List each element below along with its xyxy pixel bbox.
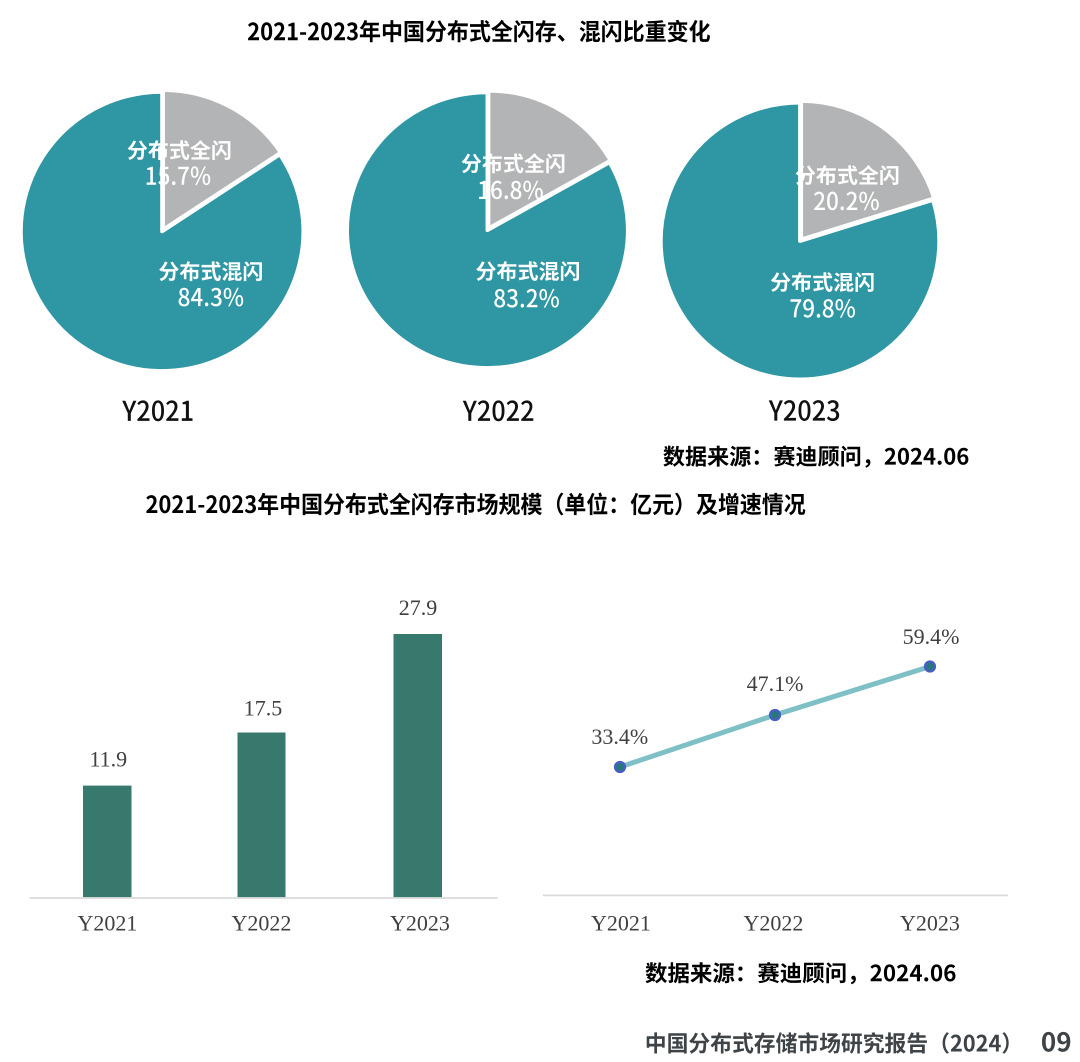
svg-text:Y2021: Y2021 xyxy=(591,911,651,936)
svg-text:11.9: 11.9 xyxy=(89,747,127,772)
svg-text:47.1%: 47.1% xyxy=(747,671,804,696)
svg-text:59.4%: 59.4% xyxy=(903,624,960,649)
svg-text:Y2022: Y2022 xyxy=(744,911,804,936)
svg-text:17.5: 17.5 xyxy=(244,695,283,720)
svg-text:Y2021: Y2021 xyxy=(77,911,137,936)
svg-text:27.9: 27.9 xyxy=(399,595,438,620)
svg-text:Y2022: Y2022 xyxy=(232,911,292,936)
svg-text:Y2023: Y2023 xyxy=(900,911,960,936)
svg-text:Y2023: Y2023 xyxy=(390,911,450,936)
svg-text:33.4%: 33.4% xyxy=(591,724,648,749)
